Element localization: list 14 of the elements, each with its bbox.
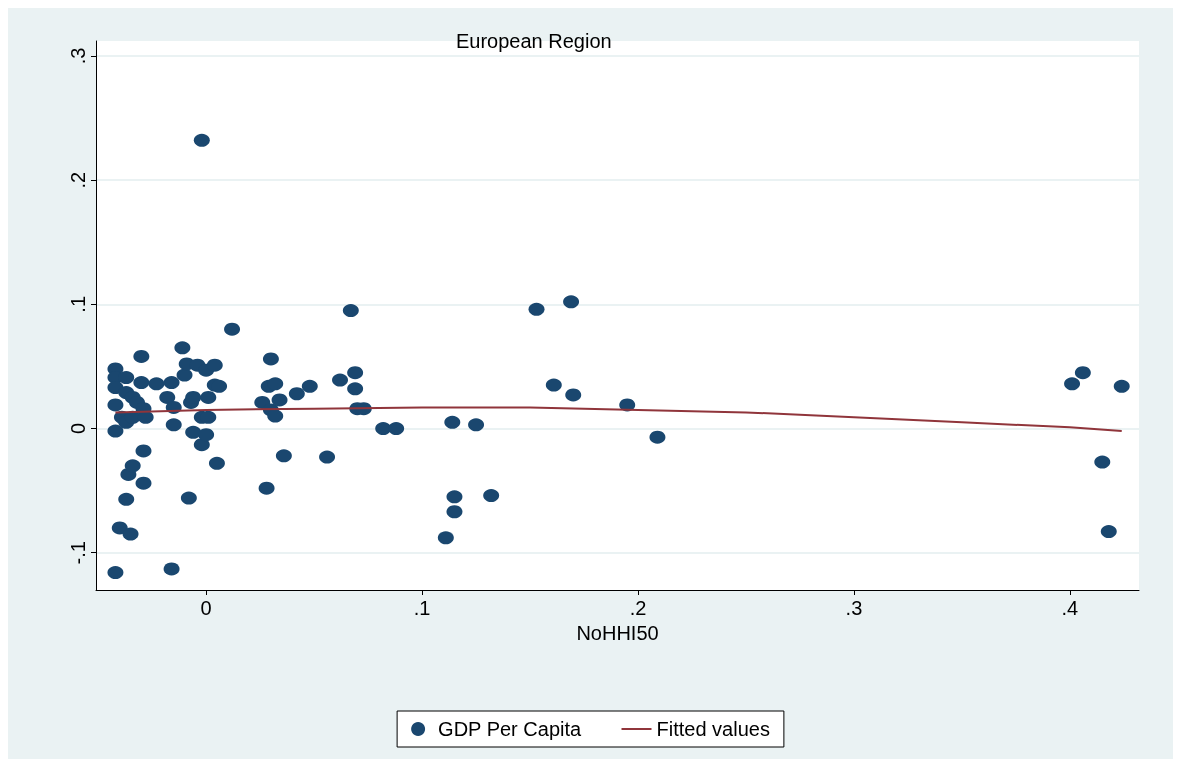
y-tick-label: .1: [67, 295, 89, 313]
x-tick-label: .3: [845, 597, 863, 619]
x-tick-label: 0: [200, 597, 212, 619]
legend-label: GDP Per Capita: [438, 718, 583, 740]
chart-title: European Region: [456, 30, 612, 52]
y-tick-label: .2: [67, 171, 89, 189]
x-tick-label: .2: [629, 597, 647, 619]
y-tick-label: 0: [67, 422, 89, 435]
x-tick-label: .1: [413, 597, 431, 619]
legend-label: Fitted values: [656, 718, 770, 740]
x-tick-label: .4: [1061, 597, 1079, 619]
y-tick-label: .3: [67, 47, 89, 65]
y-tick-label: -.1: [67, 541, 89, 565]
x-axis-title: NoHHI50: [576, 621, 659, 644]
